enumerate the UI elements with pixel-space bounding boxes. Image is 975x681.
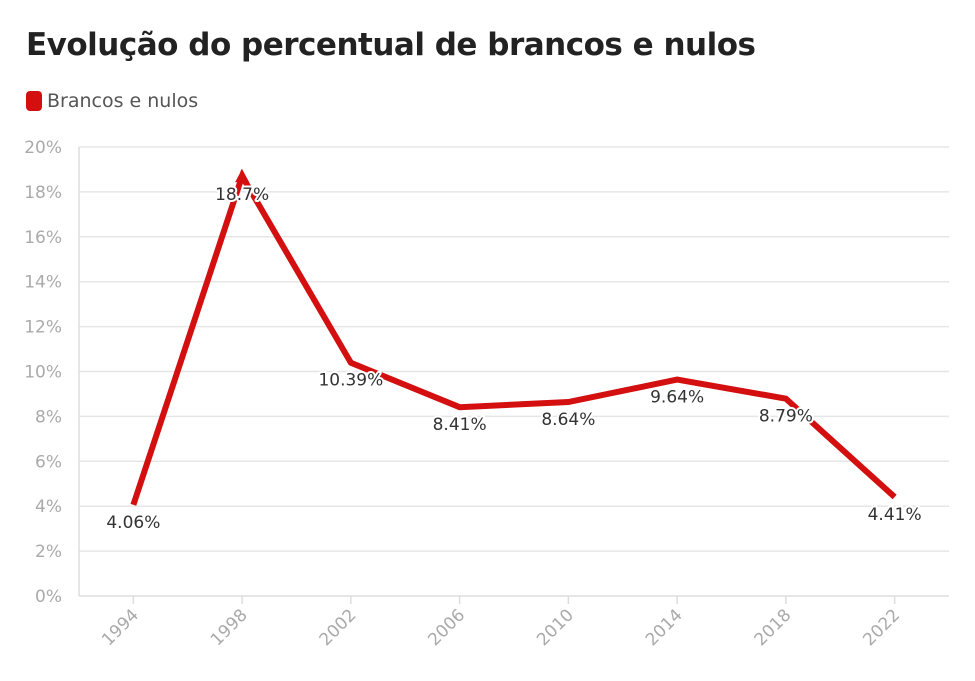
x-tick-label: 2002: [316, 605, 361, 650]
x-tick-label: 2018: [751, 605, 796, 650]
y-tick-label: 8%: [35, 407, 62, 427]
series-layer: [130, 168, 897, 506]
y-tick-label: 18%: [24, 183, 62, 203]
legend-swatch: [26, 91, 42, 111]
x-tick-label: 2006: [424, 605, 469, 650]
grid-lines: [79, 146, 949, 552]
x-tick-label: 1994: [98, 605, 143, 650]
y-tick-label: 2%: [35, 542, 62, 562]
axes: 0% 2% 4% 6% 8% 10% 12% 14% 16% 18% 20% 1994 1998 2002…: [24, 138, 949, 650]
y-tick-label: 14%: [24, 273, 62, 293]
data-label: 9.64%: [650, 388, 704, 408]
data-label: 8.79%: [759, 407, 813, 427]
y-tick-label: 16%: [24, 228, 62, 248]
x-tick-label: 1998: [207, 605, 252, 650]
peak-point-marker[interactable]: [235, 169, 250, 183]
y-tick-label: 6%: [35, 452, 62, 472]
legend[interactable]: Brancos e nulos: [26, 90, 198, 112]
data-label: 8.64%: [541, 410, 595, 430]
series-line-brancos-e-nulos: [130, 168, 897, 506]
y-tick-label: 4%: [35, 497, 62, 517]
x-tick-label: 2022: [859, 605, 904, 650]
y-tick-label: 0%: [35, 587, 62, 607]
y-tick-label: 10%: [24, 363, 62, 383]
data-label: 18.7%: [215, 185, 269, 205]
data-label: 4.41%: [868, 505, 922, 525]
data-label: 8.41%: [433, 415, 487, 435]
x-tick-label: 2014: [642, 605, 687, 650]
data-label: 10.39%: [318, 371, 383, 391]
legend-label: Brancos e nulos: [47, 90, 199, 112]
data-label: 4.06%: [106, 513, 160, 533]
data-labels: 4.06% 18.7% 10.39% 8.41% 8.64% 9.64% 8.79% 4.41…: [104, 183, 923, 535]
y-tick-label: 12%: [24, 318, 62, 338]
chart-title: Evolução do percentual de brancos e nulo…: [26, 27, 756, 63]
x-tick-label: 2010: [533, 605, 578, 650]
y-tick-label: 20%: [24, 138, 62, 158]
